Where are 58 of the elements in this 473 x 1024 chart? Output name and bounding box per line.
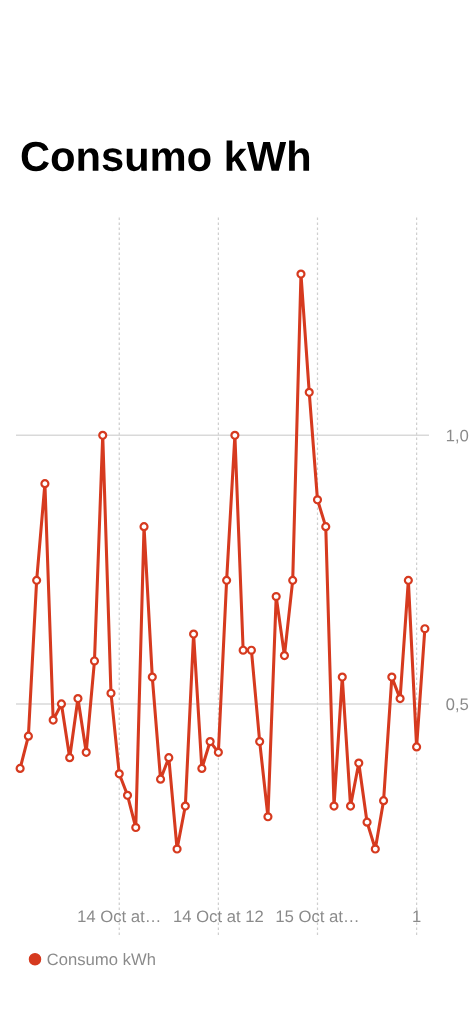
point xyxy=(412,742,422,752)
point xyxy=(23,731,33,741)
point xyxy=(263,812,273,822)
point xyxy=(15,763,25,774)
point xyxy=(106,688,116,698)
point xyxy=(155,774,166,784)
point xyxy=(197,763,207,774)
point xyxy=(362,817,372,827)
point xyxy=(288,575,298,585)
point xyxy=(255,736,265,747)
point xyxy=(279,651,290,661)
point xyxy=(205,736,215,747)
point xyxy=(395,694,405,704)
point xyxy=(65,753,75,763)
point xyxy=(304,387,314,397)
point xyxy=(98,430,108,440)
point xyxy=(32,575,42,585)
point xyxy=(89,656,100,666)
point xyxy=(354,758,364,768)
point xyxy=(189,629,199,639)
point xyxy=(271,591,281,602)
point xyxy=(337,672,347,682)
point xyxy=(147,672,157,682)
y-tick-label: 1,0 xyxy=(446,429,469,444)
point xyxy=(131,822,141,833)
point xyxy=(180,801,190,811)
chart-title: Consumo kWh xyxy=(21,140,310,172)
point xyxy=(172,844,182,854)
point xyxy=(230,430,240,440)
x-tick-label: 1 xyxy=(413,910,421,923)
point xyxy=(329,801,339,811)
point xyxy=(387,672,397,682)
x-tick-label: 14 Oct at… xyxy=(78,910,160,923)
point xyxy=(238,645,248,655)
point xyxy=(164,753,174,763)
legend-label: Consumo kWh xyxy=(47,953,155,966)
point xyxy=(420,624,430,634)
point xyxy=(222,575,232,585)
point xyxy=(321,522,331,532)
x-tick-label: 15 Oct at… xyxy=(276,910,358,923)
point xyxy=(73,694,83,704)
point xyxy=(345,801,356,811)
point xyxy=(246,645,256,655)
point xyxy=(56,699,67,709)
point xyxy=(312,495,323,505)
x-tick-label: 14 Oct at 12 xyxy=(174,910,263,923)
point xyxy=(296,269,306,279)
y-tick-label: 0,5 xyxy=(446,698,469,713)
point xyxy=(48,715,58,725)
point xyxy=(114,769,124,779)
point xyxy=(139,522,149,532)
point xyxy=(378,796,389,806)
point xyxy=(370,844,380,854)
point xyxy=(81,747,91,757)
point xyxy=(403,575,413,585)
point xyxy=(122,790,133,800)
point xyxy=(40,479,50,489)
point xyxy=(213,747,223,757)
